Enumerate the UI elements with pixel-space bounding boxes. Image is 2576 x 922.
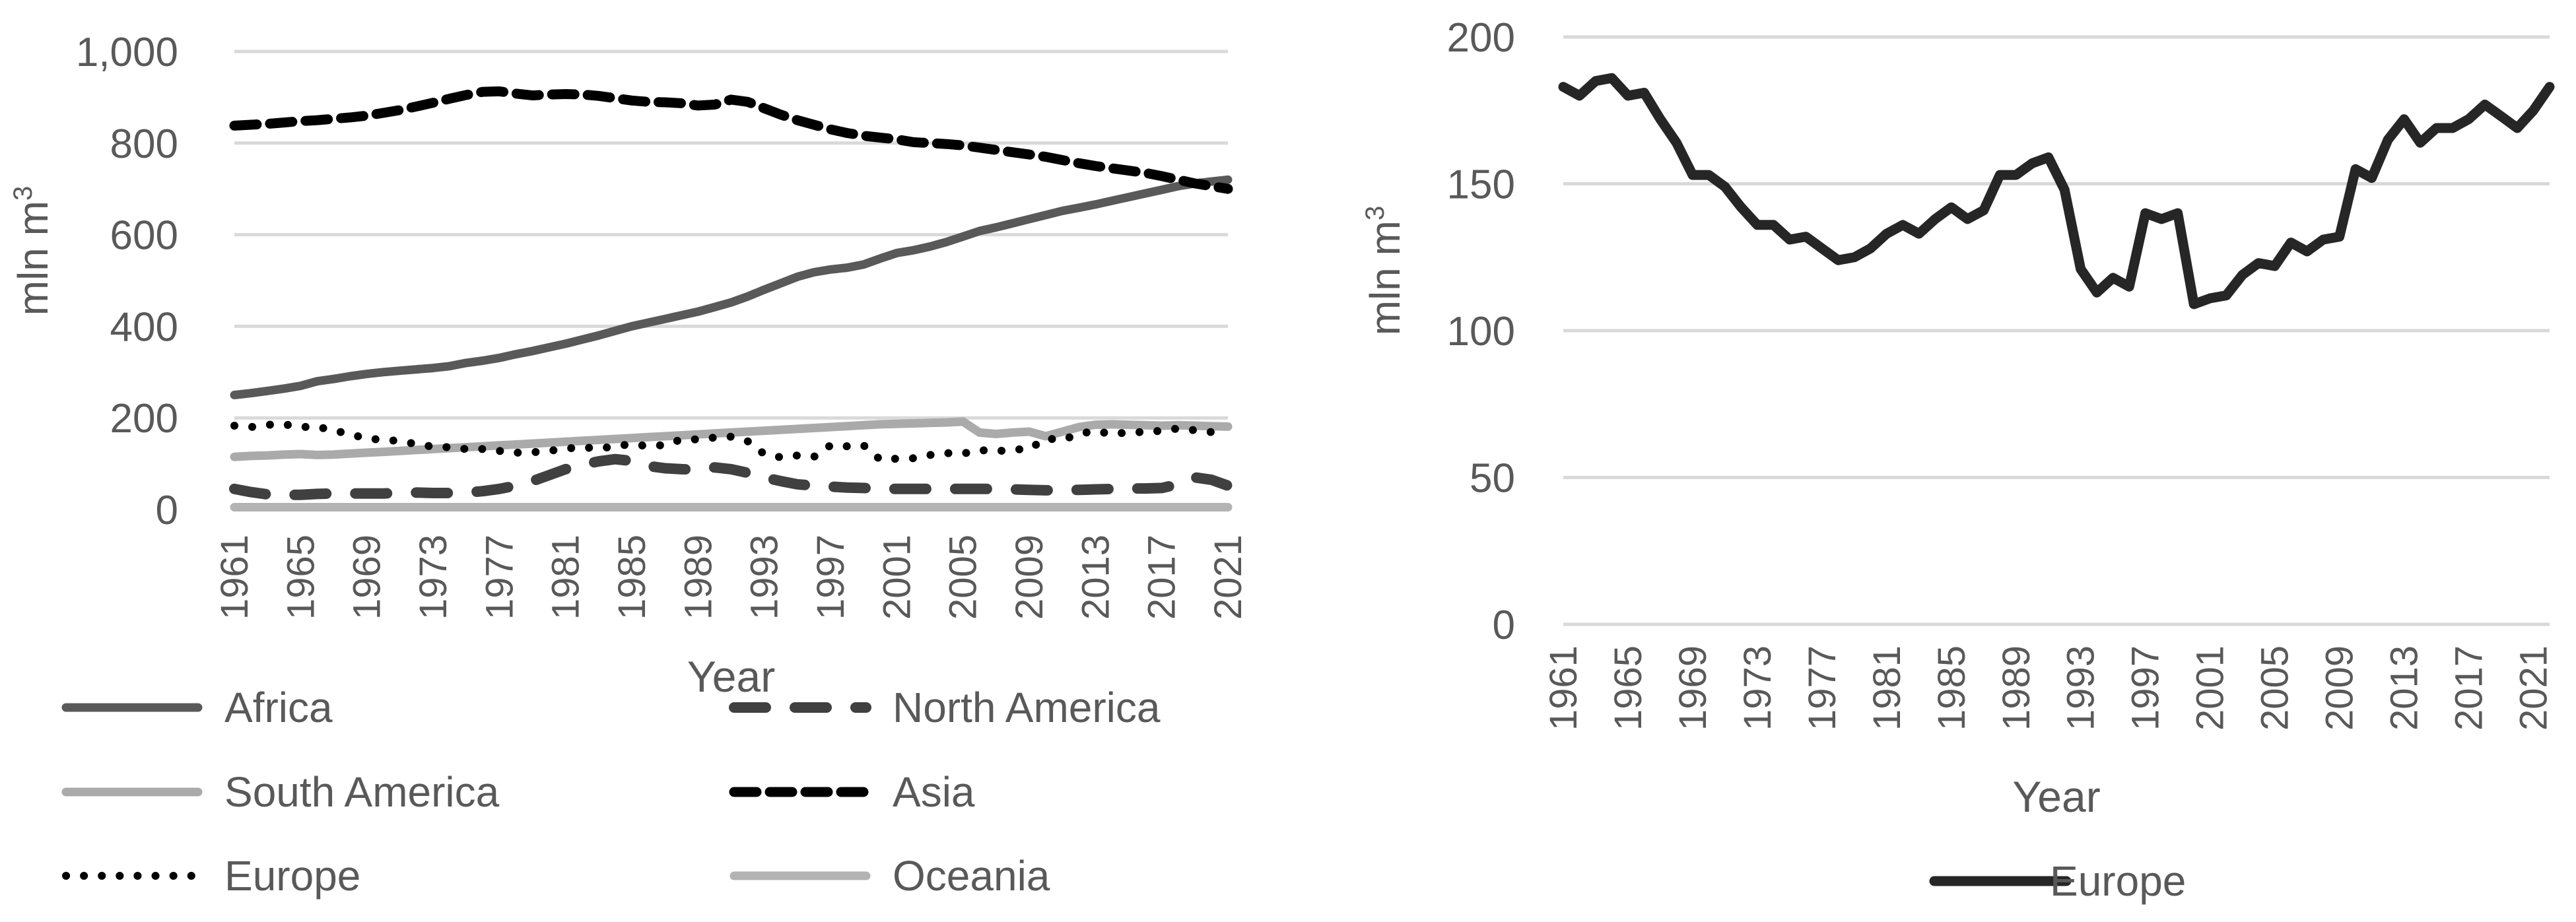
x-tick-label: 1961	[213, 535, 256, 620]
legend-label: Africa	[224, 684, 333, 731]
x-axis-title: Year	[2012, 772, 2100, 821]
x-tick-label: 2005	[2254, 645, 2297, 731]
x-tick-label: 2017	[1141, 535, 1184, 620]
x-tick-label: 1981	[1866, 645, 1909, 731]
y-tick-label: 50	[1470, 456, 1515, 502]
y-tick-label: 0	[1493, 603, 1515, 648]
series-line-asia	[229, 86, 1233, 194]
y-axis-title: mln m3	[1361, 206, 1409, 335]
legend-item: Oceania	[729, 852, 1050, 900]
legend-label: Oceania	[893, 852, 1050, 900]
legend-item: Africa	[61, 684, 333, 731]
x-tick-label: 1965	[279, 535, 322, 620]
x-tick-label: 2021	[2513, 645, 2556, 731]
legend-item: Asia	[729, 768, 975, 816]
legend-item: South America	[61, 768, 500, 816]
x-tick-label: 1977	[1801, 645, 1844, 731]
x-tick-label: 2001	[875, 535, 918, 620]
y-axis-title: mln m3	[9, 186, 57, 315]
x-tick-label: 1993	[743, 535, 786, 620]
x-tick-label: 2009	[2319, 645, 2361, 731]
x-tick-label: 1973	[1736, 645, 1779, 731]
series-line-europe	[1558, 73, 2555, 310]
y-tick-label: 200	[110, 396, 178, 442]
x-tick-label: 2005	[942, 535, 985, 620]
y-tick-label: 1,000	[76, 30, 178, 75]
legend-label: Europe	[224, 852, 360, 900]
chart-right: 0 50 100 150 200 1961 1965 1969 1973 1977 1981 1985…	[1361, 15, 2556, 821]
legend-label: Asia	[893, 768, 975, 816]
legend-label: Europe	[2050, 857, 2186, 905]
x-tick-label: 1977	[478, 535, 521, 620]
y-tick-label: 200	[1447, 15, 1515, 61]
series-line-south-america	[230, 417, 1233, 461]
y-tick-label: 400	[110, 304, 178, 350]
legend-label: South America	[224, 768, 500, 816]
x-tick-label: 1961	[1542, 645, 1585, 731]
y-tick-label: 100	[1447, 309, 1515, 354]
y-tick-label: 150	[1447, 162, 1515, 208]
x-tick-label: 1969	[346, 535, 389, 620]
y-tick-label: 600	[110, 213, 178, 259]
x-tick-label: 1997	[809, 535, 852, 620]
legend-item: Europe	[62, 852, 360, 900]
x-tick-label: 2013	[2383, 645, 2426, 731]
series-line-europe	[230, 420, 1232, 464]
x-tick-label: 1973	[412, 535, 455, 620]
x-tick-label: 1989	[677, 535, 720, 620]
x-tick-label: 2021	[1207, 535, 1250, 620]
legend-item: Europe	[1929, 857, 2186, 905]
x-tick-label: 1965	[1607, 645, 1650, 731]
x-tick-label: 1985	[611, 535, 654, 620]
x-tick-label: 2017	[2448, 645, 2491, 731]
series-line-north-america	[229, 453, 1233, 500]
x-tick-label: 1997	[2124, 645, 2167, 731]
series-line-africa	[230, 175, 1233, 399]
x-tick-label: 2013	[1074, 535, 1117, 620]
x-tick-label: 1989	[1995, 645, 2038, 731]
x-tick-label: 2001	[2189, 645, 2232, 731]
x-axis-title: Year	[687, 652, 775, 701]
x-tick-label: 1985	[1930, 645, 1973, 731]
x-tick-label: 1981	[545, 535, 588, 620]
y-tick-label: 0	[156, 488, 178, 533]
legend-label: North America	[893, 684, 1161, 731]
x-tick-label: 2009	[1008, 535, 1051, 620]
x-tick-label: 1969	[1672, 645, 1714, 731]
x-tick-label: 1993	[2060, 645, 2103, 731]
y-tick-label: 800	[110, 121, 178, 167]
chart-left: 0 200 400 600 800 1,000 1961 1965 1969 1973 1977 19…	[9, 30, 1250, 701]
legend-item: North America	[729, 684, 1161, 731]
